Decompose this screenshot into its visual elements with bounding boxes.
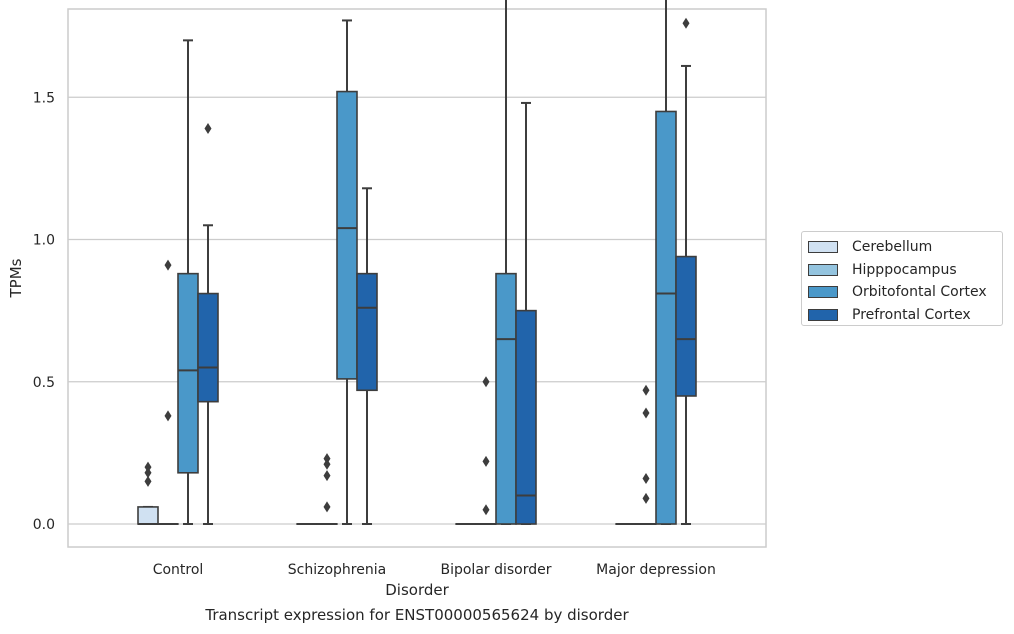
legend-label: Hipppocampus (852, 261, 957, 278)
outlier-point (482, 455, 490, 467)
outlier-point (144, 461, 152, 473)
box-orbitofontal-cortex (495, 0, 517, 525)
outlier-point (164, 410, 172, 422)
legend-item: Hipppocampus (808, 259, 1002, 282)
iqr-box (495, 272, 517, 525)
box-hipppocampus (475, 376, 497, 525)
boxes (137, 0, 697, 525)
y-tick-label: 1.0 (33, 233, 55, 249)
legend-item: Prefrontal Cortex (808, 304, 1002, 327)
x-tick-label: Schizophrenia (288, 562, 386, 578)
outlier-point (682, 17, 690, 29)
legend-label: Orbitofontal Cortex (852, 284, 987, 301)
x-tick-label: Major depression (596, 562, 716, 578)
y-tick-label: 0.0 (33, 517, 55, 533)
x-tick-label: Bipolar disorder (440, 562, 551, 578)
outlier-point (323, 501, 331, 513)
plot-frame (67, 8, 767, 548)
chart-caption: Transcript expression for ENST0000056562… (205, 606, 629, 624)
iqr-box (177, 272, 199, 474)
outlier-point (164, 259, 172, 271)
iqr-box (675, 255, 697, 397)
box-orbitofontal-cortex (655, 0, 677, 525)
outlier-point (642, 492, 650, 504)
legend-swatch (808, 286, 838, 299)
iqr-box (336, 90, 358, 380)
outlier-point (323, 470, 331, 482)
y-axis-title: TPMs (7, 258, 25, 298)
legend-swatch (808, 308, 838, 321)
iqr-box (197, 292, 219, 403)
legend-item: Orbitofontal Cortex (808, 281, 1002, 304)
iqr-box (655, 110, 677, 525)
box-orbitofontal-cortex (177, 39, 199, 525)
box-hipppocampus (157, 259, 179, 525)
outlier-point (204, 123, 212, 135)
outlier-point (642, 472, 650, 484)
box-cerebellum (137, 461, 159, 525)
outlier-point (482, 376, 490, 388)
box-hipppocampus (635, 384, 657, 525)
iqr-box (515, 309, 537, 525)
y-tick-labels: 0.00.51.01.52.02.53.03.5 (33, 90, 55, 533)
y-tick-label: 0.5 (33, 375, 55, 391)
x-tick-labels: Control Schizophrenia Bipolar disorder Majo… (153, 562, 716, 578)
legend: Cerebellum Hipppocampus Orbitofontal Corte… (801, 231, 1003, 326)
legend-label: Cerebellum (852, 239, 933, 256)
legend-item: Cerebellum (808, 236, 1002, 259)
x-tick-label: Control (153, 562, 204, 578)
box-hipppocampus (316, 453, 338, 525)
outlier-point (482, 504, 490, 516)
y-tick-label: 1.5 (33, 90, 55, 106)
outlier-point (642, 384, 650, 396)
outlier-point (323, 453, 331, 465)
legend-swatch (808, 263, 838, 276)
outlier-point (144, 467, 152, 479)
iqr-box (356, 272, 378, 392)
box-orbitofontal-cortex (336, 19, 358, 525)
box-prefrontal-cortex (356, 187, 378, 525)
outlier-point (144, 475, 152, 487)
legend-label: Prefrontal Cortex (852, 306, 971, 323)
legend-swatch (808, 241, 838, 254)
box-prefrontal-cortex (675, 17, 697, 525)
box-prefrontal-cortex (197, 123, 219, 525)
outlier-point (323, 458, 331, 470)
x-axis-title: Disorder (385, 581, 449, 599)
iqr-box (137, 506, 159, 525)
box-prefrontal-cortex (515, 101, 537, 525)
outlier-point (642, 407, 650, 419)
